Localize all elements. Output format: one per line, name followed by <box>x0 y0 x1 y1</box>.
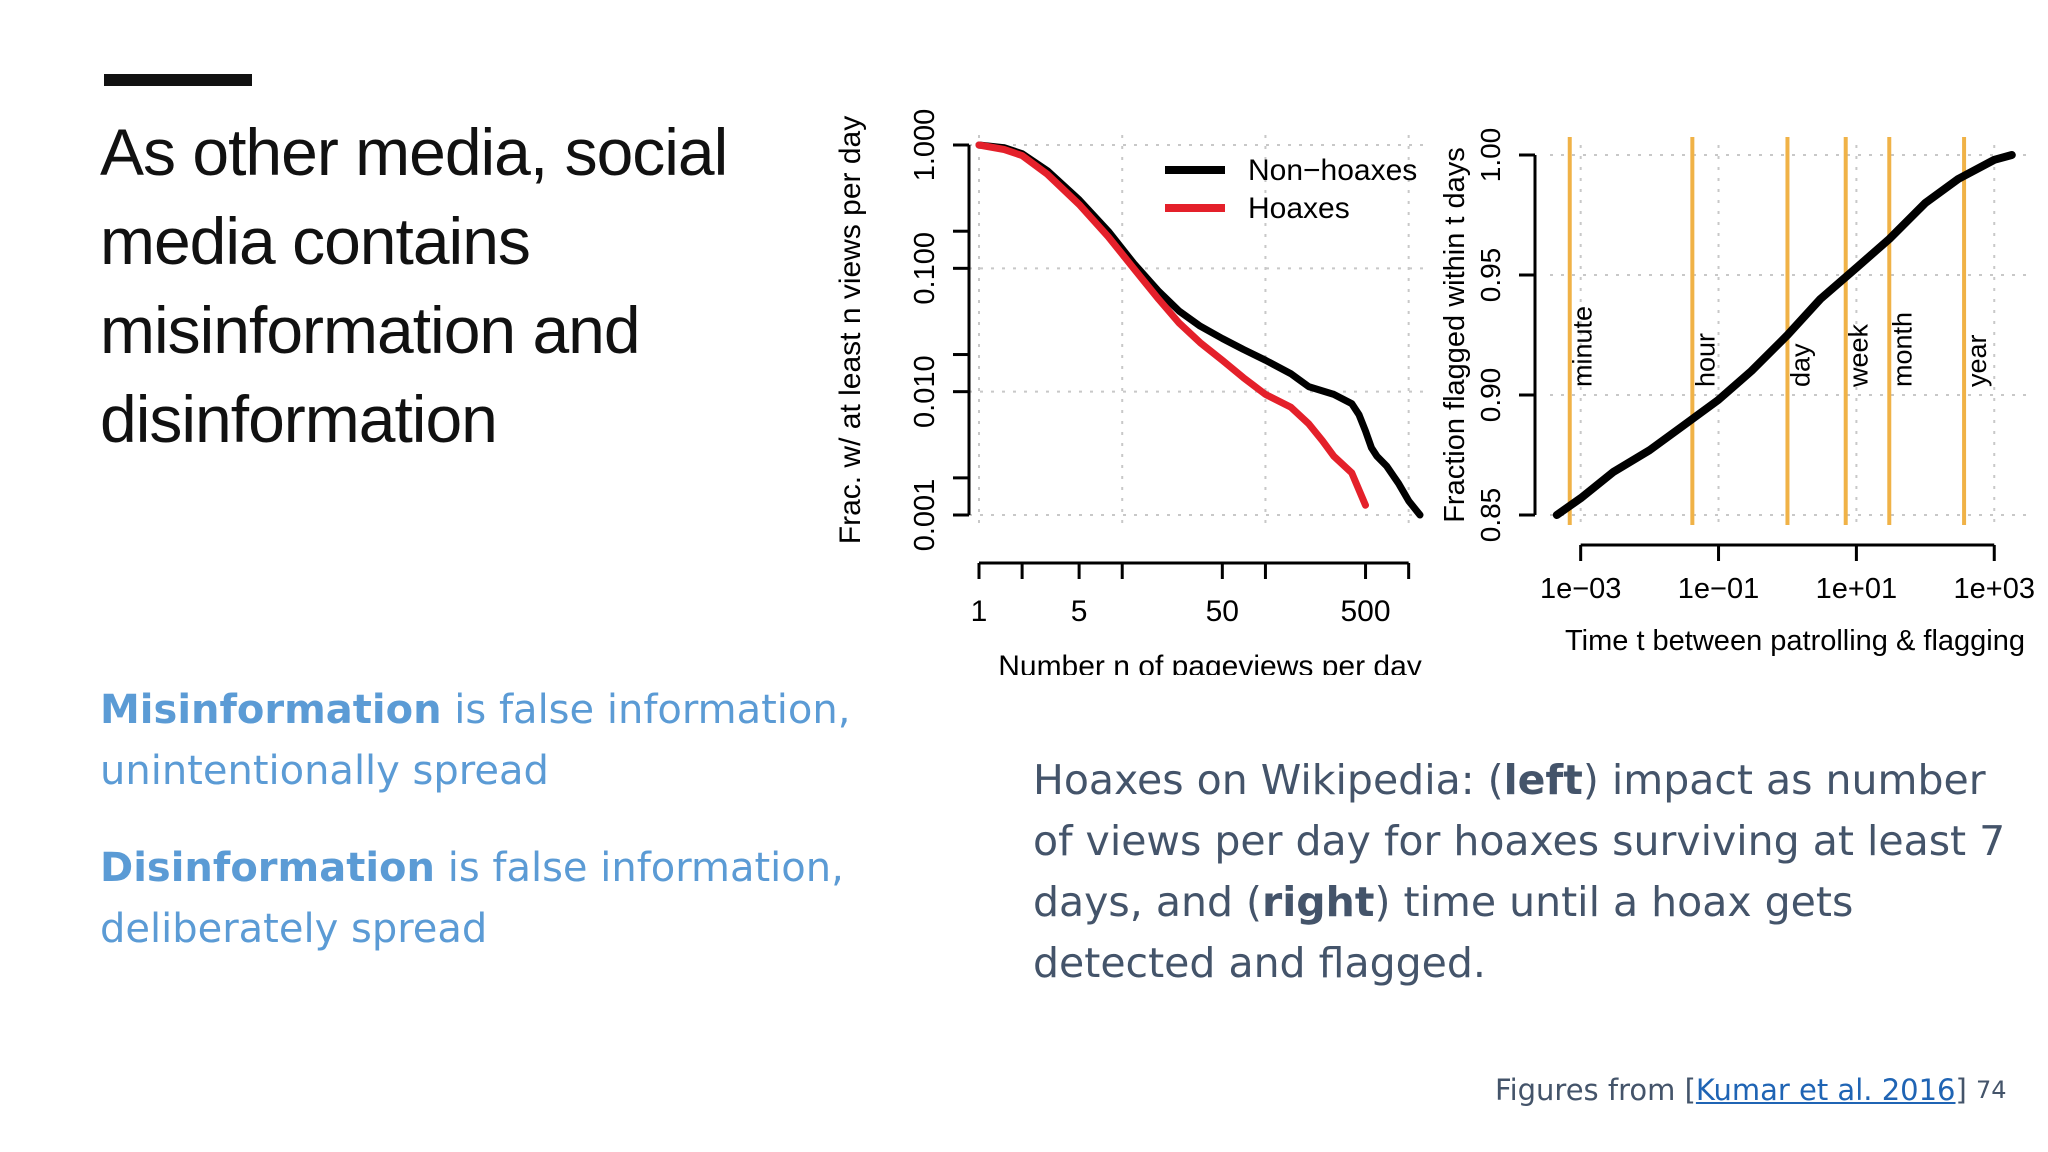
x-tick-label: 1 <box>971 595 988 628</box>
slide-title: As other media, social media contains mi… <box>100 115 728 456</box>
reference-label-day: day <box>1785 343 1815 387</box>
caption-right: right <box>1262 878 1375 926</box>
x-tick-label: 500 <box>1341 595 1391 628</box>
definition-misinformation: Misinformation is false information, uni… <box>100 680 880 802</box>
y-tick-label: 1.000 <box>909 109 941 182</box>
reference-label-year: year <box>1962 334 1992 387</box>
non-hoaxes-line <box>975 141 1424 519</box>
source-link[interactable]: Kumar et al. 2016 <box>1695 1073 1956 1107</box>
x-tick-label: 1e+03 <box>1954 573 2035 605</box>
y-axis-label: Fraction flagged within t days <box>1440 147 1471 523</box>
page-number: 74 <box>1976 1076 2007 1104</box>
caption-part-1: Hoaxes on Wikipedia: ( <box>1033 756 1504 804</box>
title-accent-bar <box>104 74 252 86</box>
reference-label-month: month <box>1887 312 1917 387</box>
definition-disinformation: Disinformation is false information, del… <box>100 838 880 960</box>
fraction-flagged-line <box>1552 151 2016 519</box>
x-axis-label: Time t between patrolling & flagging <box>1565 625 2025 657</box>
reference-label-hour: hour <box>1690 333 1720 387</box>
definition-disinformation-text: is false information, deliberately sprea… <box>100 845 844 952</box>
pageviews-chart: 1 5 50 500 Number n of pageviews per day 0.00… <box>834 109 1430 675</box>
term-misinformation: Misinformation <box>100 687 442 733</box>
definitions: Misinformation is false information, uni… <box>100 680 880 996</box>
caption-part-3: ) time until a hoax gets detected and fl… <box>1033 878 1854 987</box>
pageviews-plot: 1 5 50 500 Number n of pageviews per day 0.00… <box>834 109 1430 675</box>
term-disinformation: Disinformation <box>100 845 435 891</box>
legend-label: Non−hoaxes <box>1248 154 1417 187</box>
flagging-time-chart: minute hour day week month year 1e−03 1e−01 1e+0… <box>1440 128 2035 657</box>
source-prefix: Figures from [ <box>1495 1073 1696 1107</box>
figure-source: Figures from [Kumar et al. 2016] <box>1495 1073 1967 1107</box>
y-tick-label: 0.010 <box>909 355 941 428</box>
x-tick-label: 1e−03 <box>1540 573 1621 605</box>
hoaxes-line <box>975 141 1369 509</box>
x-tick-label: 50 <box>1206 595 1239 628</box>
y-tick-label: 0.100 <box>909 232 941 305</box>
x-axis-label: Number n of pageviews per day <box>998 650 1422 675</box>
caption-part-2: ) impact as number of views per day for … <box>1033 756 2006 926</box>
y-axis-label: Frac. w/ at least n views per day <box>834 116 867 545</box>
y-tick-label: 0.90 <box>1475 368 1506 423</box>
definition-misinformation-text: is false information, unintentionally sp… <box>100 687 851 794</box>
y-tick-label: 0.95 <box>1475 248 1506 303</box>
reference-label-week: week <box>1844 323 1874 388</box>
y-tick-label: 0.001 <box>909 479 941 552</box>
caption-left: left <box>1503 756 1583 804</box>
reference-label-minute: minute <box>1568 306 1598 387</box>
x-tick-label: 1e+01 <box>1816 573 1897 605</box>
legend-label: Hoaxes <box>1248 192 1350 225</box>
y-tick-label: 1.00 <box>1475 128 1506 183</box>
source-suffix: ] <box>1955 1073 1967 1107</box>
figure-caption: Hoaxes on Wikipedia: (left) impact as nu… <box>1033 750 2033 994</box>
x-tick-label: 5 <box>1071 595 1088 628</box>
x-tick-label: 1e−01 <box>1678 573 1759 605</box>
y-tick-label: 0.85 <box>1475 488 1506 543</box>
flagging-plot: minute hour day week month year 1e−03 1e−01 1e+0… <box>1440 128 2035 657</box>
